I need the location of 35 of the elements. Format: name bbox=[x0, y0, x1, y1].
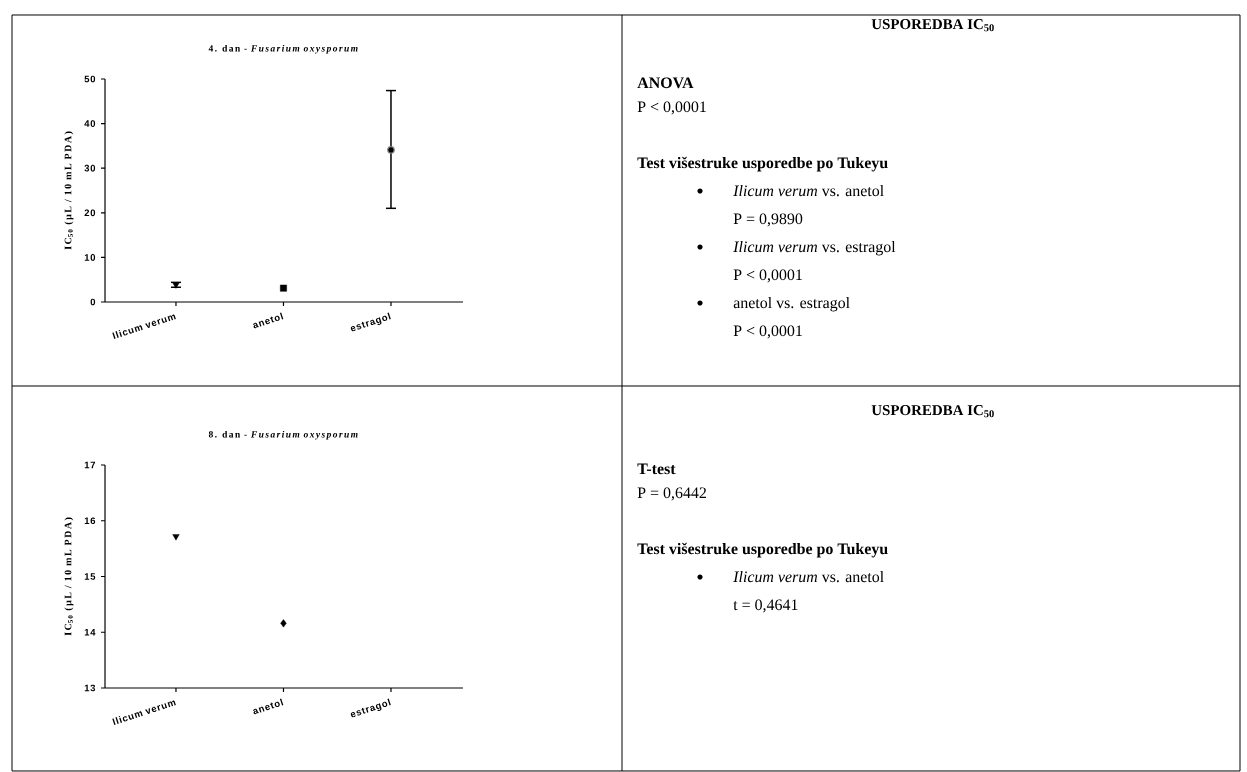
text: anetol vs. estragol bbox=[733, 296, 850, 312]
y-tick-label: 0 bbox=[90, 298, 96, 306]
text: Ilicum verum vs. anetol bbox=[733, 570, 884, 583]
y-tick-label: 15 bbox=[84, 573, 96, 580]
text: P = 0,6442 bbox=[637, 487, 706, 501]
y-tick-label: 14 bbox=[84, 628, 96, 636]
text: USPOREDBA IC$_{50}$ bbox=[871, 19, 994, 32]
x-tick-label: Ilicum verum bbox=[112, 700, 176, 726]
y-axis-title: IC$_{50}$ (µL / 10 mL PDA) bbox=[64, 517, 74, 636]
text: t = 0,4641 bbox=[733, 599, 798, 613]
point bbox=[387, 146, 395, 154]
text: P < 0,0001 bbox=[733, 269, 802, 283]
text: T-test bbox=[637, 463, 676, 475]
text: P < 0,0001 bbox=[733, 325, 802, 339]
point bbox=[280, 284, 287, 292]
x-tick-label: Ilicum verum bbox=[112, 314, 176, 340]
text: Ilicum verum vs. anetol bbox=[733, 184, 884, 197]
y-tick-label: 10 bbox=[84, 254, 96, 261]
text: P = 0,9890 bbox=[733, 213, 803, 227]
y-tick-label: 50 bbox=[84, 75, 96, 83]
y-tick-label: 17 bbox=[84, 461, 96, 469]
y-tick-label: 30 bbox=[84, 164, 96, 172]
text: ANOVA bbox=[637, 77, 694, 89]
y-tick-label: 16 bbox=[84, 517, 96, 525]
y-tick-label: 20 bbox=[84, 209, 96, 217]
y-axis-title: IC$_{50}$ (µL / 10 mL PDA) bbox=[64, 131, 74, 250]
text: P < 0,0001 bbox=[637, 101, 706, 115]
y-tick-label: 13 bbox=[84, 684, 96, 692]
y-tick-label: 40 bbox=[84, 120, 96, 127]
text: Test višestruke usporedbe po Tukeyu bbox=[637, 156, 888, 172]
text: Ilicum verum vs. estragol bbox=[733, 240, 896, 256]
text: USPOREDBA IC$_{50}$ bbox=[871, 405, 994, 418]
text: Test višestruke usporedbe po Tukeyu bbox=[637, 542, 888, 558]
chart-title: 8. dan - Fusarium oxysporum bbox=[208, 430, 358, 440]
chart-title: 4. dan - Fusarium oxysporum bbox=[208, 44, 358, 54]
